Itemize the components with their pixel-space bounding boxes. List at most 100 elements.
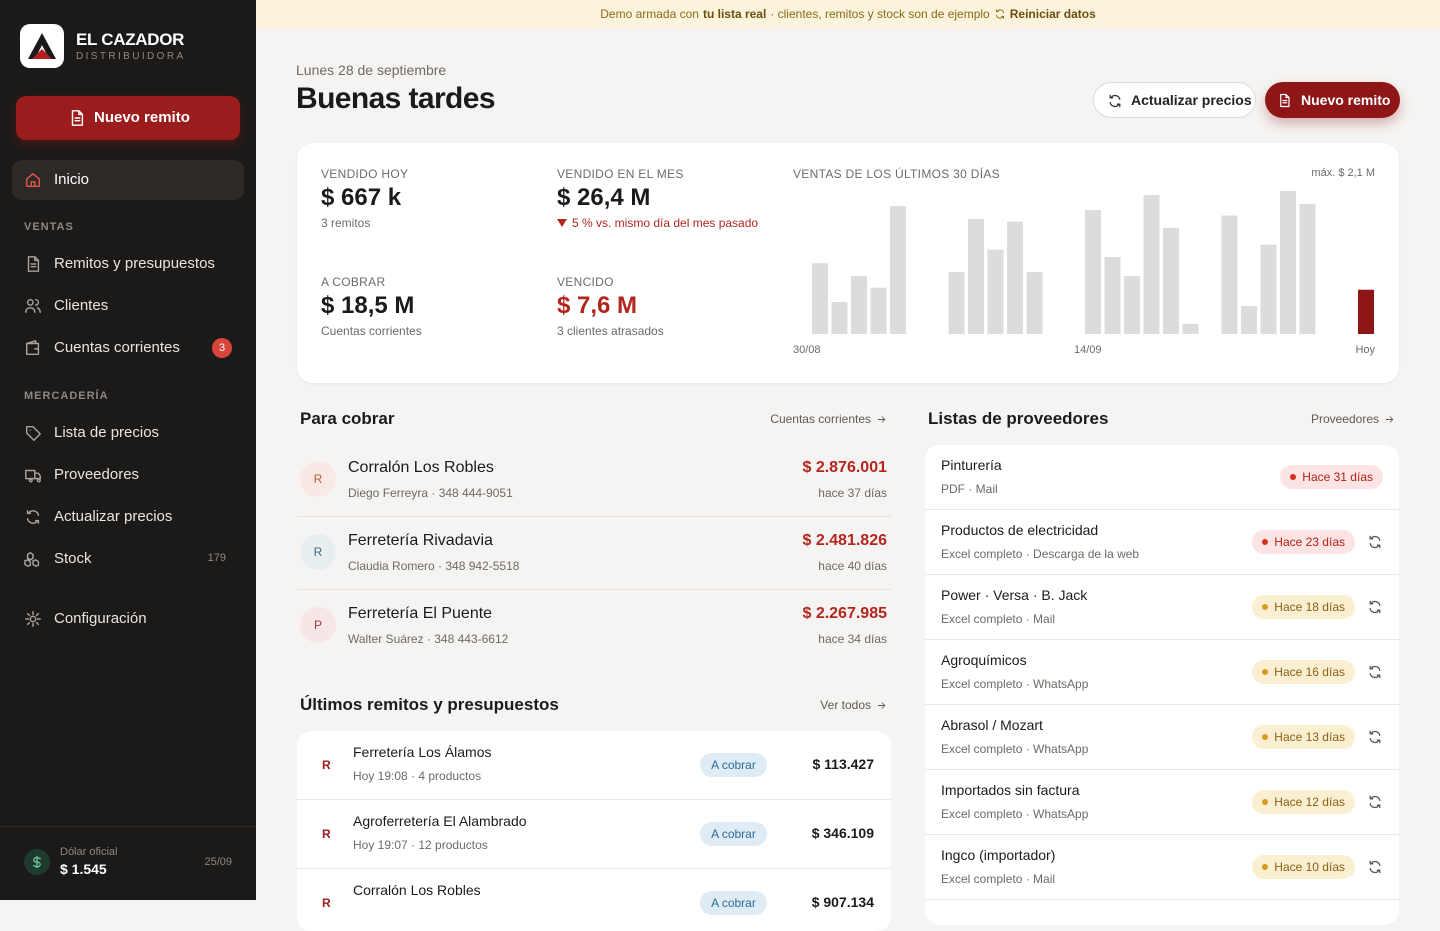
suppliers-card bbox=[925, 445, 1399, 925]
badge-dot bbox=[1262, 864, 1269, 870]
section-link[interactable]: Ver todos bbox=[820, 698, 871, 712]
supplier-detail: Excel completo · WhatsApp bbox=[941, 807, 1089, 821]
stat-value: $ 26,4 M bbox=[557, 184, 651, 211]
nav-item[interactable]: Lista de precios bbox=[12, 413, 244, 453]
icon bbox=[877, 416, 886, 423]
bar bbox=[1260, 244, 1277, 334]
remito-client: Corralón Los Robles bbox=[353, 882, 481, 898]
icon bbox=[25, 425, 41, 441]
dollar-icon bbox=[24, 849, 50, 875]
supplier-name: Importados sin factura bbox=[941, 782, 1080, 798]
age-badge: Hace 18 días bbox=[1252, 595, 1355, 619]
icon-shape bbox=[1369, 730, 1381, 744]
section-title: Para cobrar bbox=[300, 409, 395, 428]
greeting: Buenas tardes bbox=[296, 82, 496, 115]
icon-shape bbox=[71, 110, 84, 126]
bar bbox=[1104, 257, 1121, 334]
remito-amount: $ 907.134 bbox=[811, 894, 874, 910]
nav-section-title: VENTAS bbox=[24, 221, 74, 233]
icon bbox=[26, 509, 40, 525]
avatar: R bbox=[300, 461, 336, 497]
nav-label: Inicio bbox=[54, 171, 90, 188]
chart-title: VENTAS DE LOS ÚLTIMOS 30 DÍAS bbox=[793, 167, 1000, 181]
bar bbox=[1026, 272, 1043, 334]
icon-shape bbox=[25, 469, 41, 483]
icon bbox=[27, 256, 40, 272]
section-link[interactable]: Cuentas corrientes bbox=[770, 412, 871, 426]
icon-shape bbox=[25, 611, 41, 627]
nav-item[interactable]: Proveedores bbox=[12, 455, 244, 495]
new-remito-button[interactable]: Nuevo remito bbox=[1265, 82, 1400, 118]
divider bbox=[925, 769, 1399, 770]
icon-shape bbox=[1369, 535, 1381, 549]
icon bbox=[1369, 665, 1381, 679]
icon-shape bbox=[25, 298, 41, 314]
nav-label: Lista de precios bbox=[54, 424, 160, 441]
bar bbox=[1007, 221, 1023, 334]
icon bbox=[25, 611, 41, 627]
nav-label: Proveedores bbox=[54, 466, 140, 483]
banner-prefix: Demo armada con bbox=[600, 7, 699, 21]
icon bbox=[1369, 535, 1381, 549]
icon bbox=[71, 110, 84, 126]
stat-label: VENDIDO HOY bbox=[321, 167, 409, 181]
remitos-card bbox=[297, 731, 891, 931]
icon bbox=[1369, 860, 1381, 874]
icon-shape bbox=[27, 256, 40, 272]
nav-label: Remitos y presupuestos bbox=[54, 255, 215, 272]
icon-shape bbox=[1385, 416, 1394, 423]
remito-kind: R bbox=[322, 758, 331, 772]
remito-amount: $ 346.109 bbox=[811, 825, 874, 841]
new-remito-button[interactable]: Nuevo remito bbox=[16, 96, 240, 140]
stat-label: VENCIDO bbox=[557, 275, 614, 289]
banner-action[interactable]: Reiniciar datos bbox=[995, 7, 1096, 21]
icon-shape bbox=[24, 551, 40, 567]
nav-item[interactable]: Actualizar precios bbox=[12, 497, 244, 537]
stat-value: $ 667 k bbox=[321, 184, 402, 211]
icon bbox=[1369, 730, 1381, 744]
icon bbox=[25, 172, 41, 188]
nav-item-active[interactable]: Inicio bbox=[12, 160, 244, 200]
supplier-detail: Excel completo · Descarga de la web bbox=[941, 547, 1140, 561]
bar bbox=[948, 272, 965, 334]
icon bbox=[24, 551, 40, 567]
nav-badge: 3 bbox=[212, 338, 232, 358]
nav-item[interactable]: Remitos y presupuestos bbox=[12, 244, 244, 284]
x-label: 30/08 bbox=[793, 344, 821, 356]
divider bbox=[925, 704, 1399, 705]
nav-item[interactable]: Configuración bbox=[12, 599, 244, 639]
icon bbox=[877, 702, 886, 709]
bar bbox=[1124, 276, 1140, 334]
bar bbox=[1143, 195, 1160, 334]
client-name: Ferretería El Puente bbox=[348, 605, 493, 622]
client-contact: Claudia Romero · 348 942-5518 bbox=[348, 559, 520, 573]
remito-kind: R bbox=[322, 896, 331, 910]
x-label: Hoy bbox=[1355, 344, 1375, 356]
bar bbox=[851, 276, 867, 334]
sidebar: EL CAZADOR DISTRIBUIDORA Nuevo remito Inici… bbox=[0, 0, 256, 900]
nav-count: 179 bbox=[207, 552, 226, 564]
nav-item[interactable]: Stock 179 bbox=[12, 539, 244, 579]
amount: $ 2.876.001 bbox=[802, 459, 887, 476]
section-link[interactable]: Proveedores bbox=[1310, 412, 1379, 426]
nav-item[interactable]: Cuentas corrientes 3 bbox=[12, 328, 244, 368]
remito-amount: $ 113.427 bbox=[812, 756, 874, 772]
remito-client: Agroferretería El Alambrado bbox=[353, 813, 527, 829]
nav-label: Actualizar precios bbox=[54, 508, 173, 525]
nav-label: Stock bbox=[54, 550, 92, 567]
stats-card bbox=[297, 143, 1399, 383]
nav-label: Configuración bbox=[54, 610, 147, 627]
divider bbox=[925, 574, 1399, 575]
chart bbox=[812, 191, 1374, 334]
section-title: Últimos remitos y presupuestos bbox=[300, 695, 559, 714]
trend-shape bbox=[557, 219, 567, 227]
logo-shape bbox=[32, 49, 52, 59]
supplier-detail: Excel completo · WhatsApp bbox=[941, 677, 1089, 691]
bar bbox=[1299, 203, 1316, 334]
nav-item[interactable]: Clientes bbox=[12, 286, 244, 326]
update-prices-button[interactable]: Actualizar precios bbox=[1093, 82, 1256, 118]
icon-shape bbox=[1369, 600, 1381, 614]
stat-label: VENDIDO EN EL MES bbox=[557, 167, 684, 181]
client-contact: Diego Ferreyra · 348 444-9051 bbox=[348, 486, 513, 500]
demo-banner: Demo armada con tu lista real · clientes, … bbox=[256, 0, 1440, 28]
